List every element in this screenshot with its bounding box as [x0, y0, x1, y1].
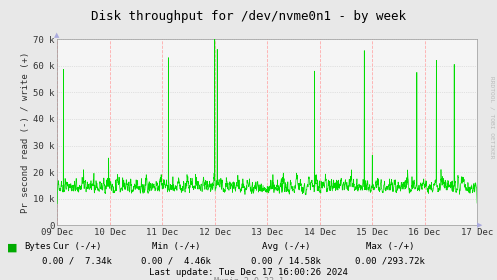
- Text: Munin 2.0.33-1: Munin 2.0.33-1: [214, 277, 283, 280]
- Text: Max (-/+): Max (-/+): [366, 242, 414, 251]
- Y-axis label: Pr second read (-) / write (+): Pr second read (-) / write (+): [21, 52, 30, 213]
- Text: 0.00 /  4.46k: 0.00 / 4.46k: [142, 256, 211, 265]
- Text: 0.00 /  7.34k: 0.00 / 7.34k: [42, 256, 112, 265]
- Text: Bytes: Bytes: [24, 242, 51, 251]
- Text: Cur (-/+): Cur (-/+): [53, 242, 101, 251]
- Text: Min (-/+): Min (-/+): [152, 242, 201, 251]
- Text: 0.00 /293.72k: 0.00 /293.72k: [355, 256, 425, 265]
- Text: ▶: ▶: [477, 222, 483, 228]
- Text: Disk throughput for /dev/nvme0n1 - by week: Disk throughput for /dev/nvme0n1 - by we…: [91, 10, 406, 23]
- Text: Avg (-/+): Avg (-/+): [261, 242, 310, 251]
- Text: 0.00 / 14.58k: 0.00 / 14.58k: [251, 256, 321, 265]
- Text: RRDTOOL / TOBI OETIKER: RRDTOOL / TOBI OETIKER: [490, 76, 495, 159]
- Text: ■: ■: [7, 242, 18, 252]
- Text: Last update: Tue Dec 17 16:00:26 2024: Last update: Tue Dec 17 16:00:26 2024: [149, 268, 348, 277]
- Text: ▲: ▲: [55, 33, 60, 39]
